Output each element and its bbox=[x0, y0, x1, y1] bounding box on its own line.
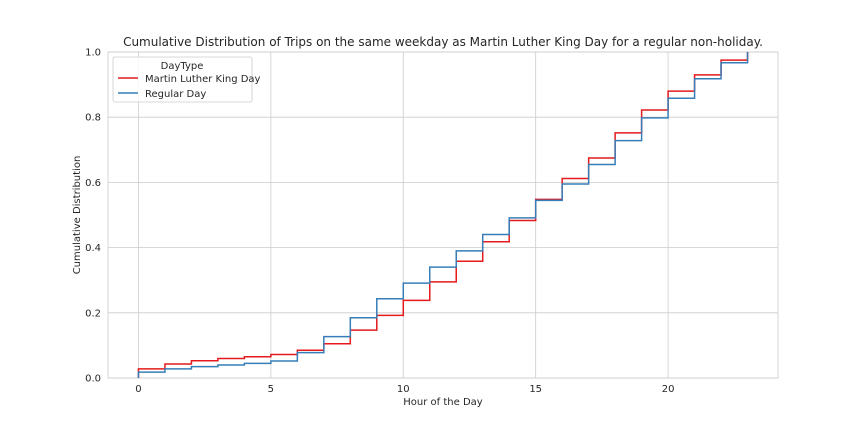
x-tick-label: 15 bbox=[529, 384, 542, 395]
y-tick-label: 0.4 bbox=[85, 243, 101, 254]
y-axis-label: Cumulative Distribution bbox=[72, 156, 83, 275]
y-tick-label: 0.8 bbox=[85, 113, 101, 124]
y-tick-label: 1.0 bbox=[85, 48, 101, 59]
legend-label-martin-luther-king-day: Martin Luther King Day bbox=[145, 74, 261, 85]
x-tick-label: 0 bbox=[135, 384, 141, 395]
chart-title: Cumulative Distribution of Trips on the … bbox=[123, 35, 763, 49]
plot-area bbox=[107, 51, 779, 379]
x-tick-label: 10 bbox=[397, 384, 410, 395]
series-line-regular-day bbox=[137, 52, 749, 378]
legend-title: DayType bbox=[161, 61, 204, 72]
legend: DayType Martin Luther King Day Regular D… bbox=[112, 56, 261, 103]
y-tick-labels: 0.0 0.2 0.4 0.6 0.8 1.0 bbox=[85, 48, 101, 385]
y-tick-label: 0.6 bbox=[85, 178, 101, 189]
series-lines bbox=[137, 52, 749, 378]
grid bbox=[108, 51, 778, 379]
legend-label-regular-day: Regular Day bbox=[145, 89, 206, 100]
x-tick-label: 20 bbox=[662, 384, 675, 395]
x-tick-labels: 0 5 10 15 20 bbox=[135, 384, 674, 395]
y-tick-label: 0.2 bbox=[85, 308, 101, 319]
series-line-martin-luther-king-day bbox=[137, 52, 749, 378]
y-tick-label: 0.0 bbox=[85, 374, 101, 385]
legend-box bbox=[112, 56, 253, 103]
x-axis-label: Hour of the Day bbox=[403, 397, 483, 408]
x-tick-label: 5 bbox=[268, 384, 274, 395]
